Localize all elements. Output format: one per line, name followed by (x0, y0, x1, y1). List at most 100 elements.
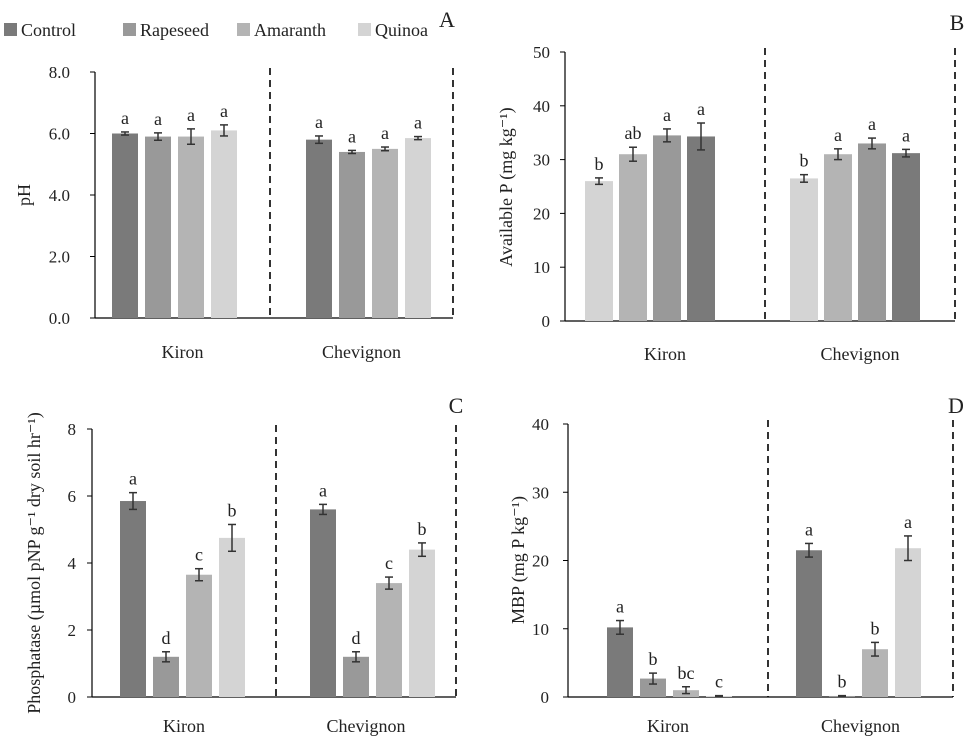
error-bar (616, 619, 624, 635)
bar (178, 136, 204, 318)
significance-letter: a (834, 125, 842, 145)
y-tick-label: 8 (68, 420, 77, 439)
bar (339, 151, 365, 318)
error-bar (715, 694, 723, 698)
significance-letter: a (381, 123, 389, 143)
legend-swatch (358, 23, 371, 36)
y-tick-label: 30 (533, 151, 550, 170)
error-bar (629, 146, 637, 162)
y-axis-label: MBP (mg P kg⁻¹) (508, 496, 529, 624)
significance-letter: a (121, 108, 129, 128)
category-label: Chevignon (821, 344, 900, 364)
bar (211, 130, 237, 318)
bar (409, 549, 435, 697)
bar (372, 148, 398, 318)
bar (186, 574, 212, 697)
significance-letter: b (595, 154, 604, 174)
y-tick-label: 20 (533, 204, 550, 223)
legend-label: Quinoa (375, 20, 428, 40)
legend-swatch (123, 23, 136, 36)
bar (687, 136, 715, 321)
significance-letter: a (187, 105, 195, 125)
significance-letter: a (697, 99, 705, 119)
y-tick-label: 4.0 (49, 186, 70, 205)
category-label: Kiron (644, 344, 686, 364)
significance-letter: a (315, 112, 323, 132)
legend-label: Control (21, 20, 76, 40)
y-tick-label: 6 (68, 487, 77, 506)
bar (306, 139, 332, 318)
category-label: Chevignon (821, 716, 900, 736)
legend-label: Rapeseed (140, 20, 209, 40)
significance-letter: c (715, 672, 723, 692)
y-tick-label: 40 (532, 415, 549, 434)
error-bar (418, 542, 426, 558)
y-tick-label: 6.0 (49, 125, 70, 144)
error-bar (663, 128, 671, 143)
y-tick-label: 0 (68, 688, 77, 707)
category-label: Kiron (162, 342, 204, 362)
y-tick-label: 40 (533, 97, 550, 116)
panel-letter: B (950, 10, 965, 35)
y-tick-label: 10 (533, 258, 550, 277)
significance-letter: a (868, 114, 876, 134)
error-bar (381, 146, 389, 152)
category-label: Kiron (647, 716, 689, 736)
significance-letter: b (418, 519, 427, 539)
error-bar (220, 124, 228, 137)
bar (640, 678, 666, 697)
significance-letter: d (162, 628, 171, 648)
bar (796, 550, 822, 697)
error-bar (868, 137, 876, 150)
category-label: Chevignon (327, 716, 406, 736)
y-axis-label: Phosphatase (µmol pNP g⁻¹ dry soil hr⁻¹) (24, 412, 45, 713)
significance-letter: bc (678, 663, 695, 683)
error-bar (871, 641, 879, 657)
error-bar (805, 542, 813, 558)
significance-letter: a (663, 105, 671, 125)
significance-letter: d (352, 628, 361, 648)
significance-letter: a (805, 519, 813, 539)
category-label: Chevignon (322, 342, 401, 362)
legend-swatch (237, 23, 250, 36)
bar (619, 154, 647, 321)
y-tick-label: 0 (541, 688, 550, 707)
significance-letter: b (228, 500, 237, 520)
y-tick-label: 20 (532, 552, 549, 571)
significance-letter: a (154, 109, 162, 129)
error-bar (315, 135, 323, 145)
panel-letter: C (449, 393, 464, 418)
y-tick-label: 2 (68, 621, 77, 640)
error-bar (385, 576, 393, 590)
panel-letter: A (439, 7, 455, 32)
bar (895, 548, 921, 697)
panel-a: 0.0 2.0 4.0 6.0 8.0 a a a a Kiron a a a a Chevignon pH A (14, 7, 455, 362)
legend: Control Rapeseed Amaranth Quinoa (4, 20, 428, 40)
bar (862, 649, 888, 697)
significance-letter: c (195, 545, 203, 565)
y-axis-label: Available P (mg kg⁻¹) (496, 107, 517, 266)
bar (607, 627, 633, 697)
panel-b: 0 10 20 30 40 50 b ab a a Kiron b a a a Chevignon Availa… (496, 10, 964, 364)
error-bar (902, 148, 910, 158)
bar (790, 178, 818, 321)
significance-letter: a (904, 512, 912, 532)
bar (376, 583, 402, 697)
error-bar (697, 122, 705, 151)
error-bar (162, 651, 170, 663)
y-axis-label: pH (14, 184, 34, 206)
error-bar (834, 148, 842, 161)
significance-letter: a (220, 101, 228, 121)
error-bar (800, 173, 808, 183)
error-bar (228, 523, 236, 553)
error-bar (319, 503, 327, 516)
error-bar (121, 131, 129, 136)
y-tick-label: 0.0 (49, 309, 70, 328)
bar (858, 143, 886, 321)
error-bar (352, 651, 360, 663)
error-bar (682, 686, 690, 695)
y-tick-label: 0 (542, 312, 551, 331)
bar (112, 133, 138, 318)
